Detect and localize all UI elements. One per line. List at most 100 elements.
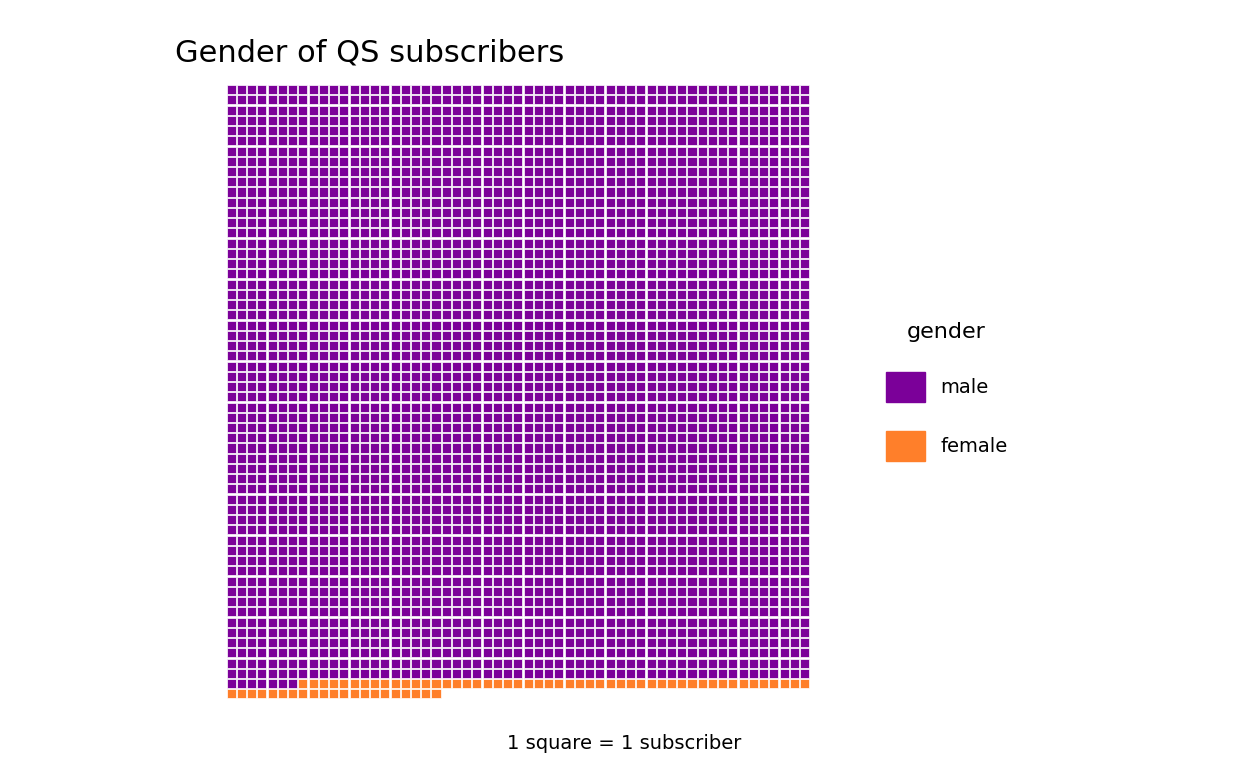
- Bar: [503, 372, 512, 381]
- Bar: [267, 372, 277, 381]
- Bar: [411, 362, 421, 371]
- Bar: [483, 351, 492, 360]
- Bar: [678, 197, 686, 207]
- Bar: [666, 669, 676, 678]
- Bar: [442, 627, 451, 637]
- Bar: [308, 679, 318, 688]
- Bar: [381, 474, 389, 483]
- Bar: [595, 320, 604, 329]
- Bar: [770, 546, 779, 555]
- Bar: [442, 320, 451, 329]
- Bar: [626, 197, 635, 207]
- Bar: [666, 485, 676, 494]
- Bar: [800, 105, 809, 114]
- Bar: [534, 351, 543, 360]
- Bar: [257, 556, 266, 565]
- Bar: [452, 607, 461, 617]
- Bar: [524, 372, 533, 381]
- Bar: [636, 658, 645, 667]
- Bar: [308, 218, 318, 227]
- Bar: [483, 566, 492, 575]
- Bar: [564, 485, 574, 494]
- Bar: [646, 105, 655, 114]
- Bar: [442, 648, 451, 657]
- Bar: [339, 556, 348, 565]
- Bar: [247, 648, 256, 657]
- Bar: [371, 239, 379, 248]
- Bar: [278, 556, 287, 565]
- Bar: [780, 392, 789, 402]
- Bar: [800, 157, 809, 166]
- Bar: [615, 331, 625, 340]
- Bar: [432, 280, 441, 289]
- Bar: [800, 310, 809, 319]
- Bar: [371, 505, 379, 514]
- Bar: [678, 218, 686, 227]
- Bar: [349, 648, 358, 657]
- Bar: [790, 320, 799, 329]
- Bar: [729, 167, 738, 176]
- Bar: [708, 577, 718, 586]
- Bar: [636, 85, 645, 94]
- Bar: [411, 587, 421, 596]
- Bar: [493, 177, 502, 187]
- Bar: [329, 485, 338, 494]
- Bar: [247, 525, 256, 535]
- Bar: [739, 638, 748, 647]
- Bar: [575, 157, 584, 166]
- Bar: [780, 638, 789, 647]
- Bar: [329, 679, 338, 688]
- Bar: [278, 105, 287, 114]
- Bar: [432, 228, 441, 237]
- Bar: [452, 351, 461, 360]
- Bar: [605, 320, 614, 329]
- Bar: [422, 546, 431, 555]
- Bar: [237, 228, 246, 237]
- Bar: [381, 402, 389, 412]
- Bar: [749, 535, 758, 545]
- Bar: [564, 443, 574, 452]
- Bar: [678, 259, 686, 268]
- Bar: [462, 208, 472, 217]
- Bar: [718, 116, 728, 125]
- Bar: [247, 147, 256, 156]
- Bar: [452, 157, 461, 166]
- Bar: [298, 423, 307, 432]
- Bar: [636, 239, 645, 248]
- Bar: [432, 689, 441, 698]
- Bar: [381, 495, 389, 504]
- Bar: [432, 464, 441, 473]
- Bar: [636, 454, 645, 463]
- Bar: [493, 495, 502, 504]
- Bar: [780, 372, 789, 381]
- Bar: [544, 382, 553, 391]
- Bar: [308, 638, 318, 647]
- Bar: [422, 515, 431, 525]
- Bar: [564, 587, 574, 596]
- Bar: [288, 515, 297, 525]
- Bar: [636, 402, 645, 412]
- Bar: [432, 157, 441, 166]
- Bar: [432, 433, 441, 442]
- Bar: [257, 392, 266, 402]
- Bar: [534, 617, 543, 627]
- Bar: [473, 239, 482, 248]
- Bar: [339, 495, 348, 504]
- Bar: [688, 372, 696, 381]
- Bar: [503, 310, 512, 319]
- Bar: [318, 95, 328, 104]
- Bar: [780, 218, 789, 227]
- Bar: [524, 638, 533, 647]
- Bar: [534, 167, 543, 176]
- Bar: [391, 638, 399, 647]
- Bar: [267, 331, 277, 340]
- Bar: [462, 423, 472, 432]
- Bar: [329, 535, 338, 545]
- Bar: [544, 669, 553, 678]
- Bar: [656, 412, 665, 422]
- Bar: [646, 197, 655, 207]
- Bar: [605, 300, 614, 310]
- Bar: [483, 290, 492, 299]
- Bar: [432, 320, 441, 329]
- Bar: [646, 126, 655, 135]
